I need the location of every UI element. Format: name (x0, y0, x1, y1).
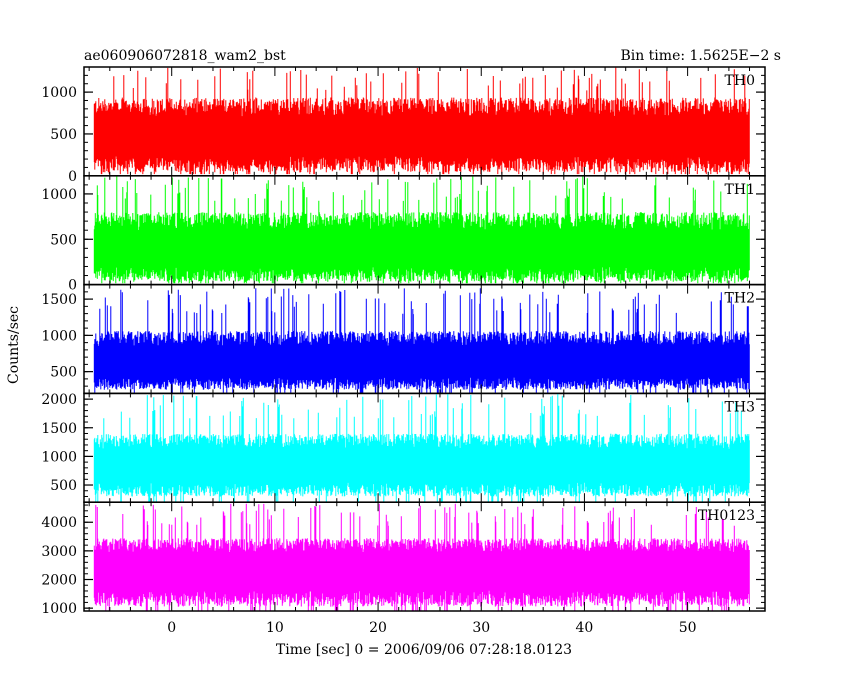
bin-time-label: Bin time: 1.5625E−2 s (620, 48, 781, 64)
panel-label-th2: TH2 (725, 291, 755, 307)
x-tick-label: 50 (679, 620, 697, 636)
y-tick-label: 4000 (41, 515, 77, 531)
panel-label-th1: TH1 (725, 182, 755, 198)
y-tick-label: 500 (50, 478, 77, 494)
y-tick-label: 2000 (41, 573, 77, 589)
x-axis-label: Time [sec] 0 = 2006/09/06 07:28:18.0123 (276, 642, 572, 658)
y-tick-label: 0 (68, 169, 77, 185)
panel-th3: 500 1000 1500 2000 TH3 (41, 392, 766, 503)
y-tick-label: 1000 (41, 601, 77, 617)
y-tick-label: 2000 (41, 392, 77, 408)
series-th0 (93, 67, 750, 175)
series-th0123 (93, 503, 750, 612)
y-tick-label: 1000 (41, 449, 77, 465)
y-axis-label: Counts/sec (6, 306, 22, 384)
x-tick-label: 30 (472, 620, 490, 636)
x-tick-label: 10 (266, 620, 284, 636)
y-tick-label: 0 (68, 278, 77, 294)
y-tick-label: 500 (50, 365, 77, 381)
series-th1 (93, 175, 750, 284)
y-tick-label: 1000 (41, 328, 77, 344)
y-tick-label: 500 (50, 127, 77, 143)
panel-label-th0: TH0 (725, 73, 755, 89)
y-tick-label: 500 (50, 232, 77, 248)
y-tick-label: 3000 (41, 544, 77, 560)
series-th2 (93, 288, 750, 394)
panel-th1: 0 500 1000 TH1 (41, 175, 766, 294)
panel-th0123: 1000 2000 3000 4000 TH0123 (41, 501, 766, 617)
y-tick-label: 1000 (41, 187, 77, 203)
x-tick-label: 0 (167, 620, 176, 636)
y-tick-label: 1500 (41, 292, 77, 308)
y-tick-label: 1500 (41, 421, 77, 437)
panel-label-th0123: TH0123 (698, 508, 755, 524)
panel-th0: 0 500 1000 TH0 (41, 66, 766, 185)
chart-title: ae060906072818_wam2_bst (84, 48, 286, 64)
panel-label-th3: TH3 (725, 399, 755, 415)
y-tick-label: 1000 (41, 85, 77, 101)
series-th3 (93, 393, 750, 503)
x-tick-label: 40 (576, 620, 594, 636)
panel-th2: 500 1000 1500 TH2 (41, 283, 766, 395)
x-tick-label: 20 (369, 620, 387, 636)
